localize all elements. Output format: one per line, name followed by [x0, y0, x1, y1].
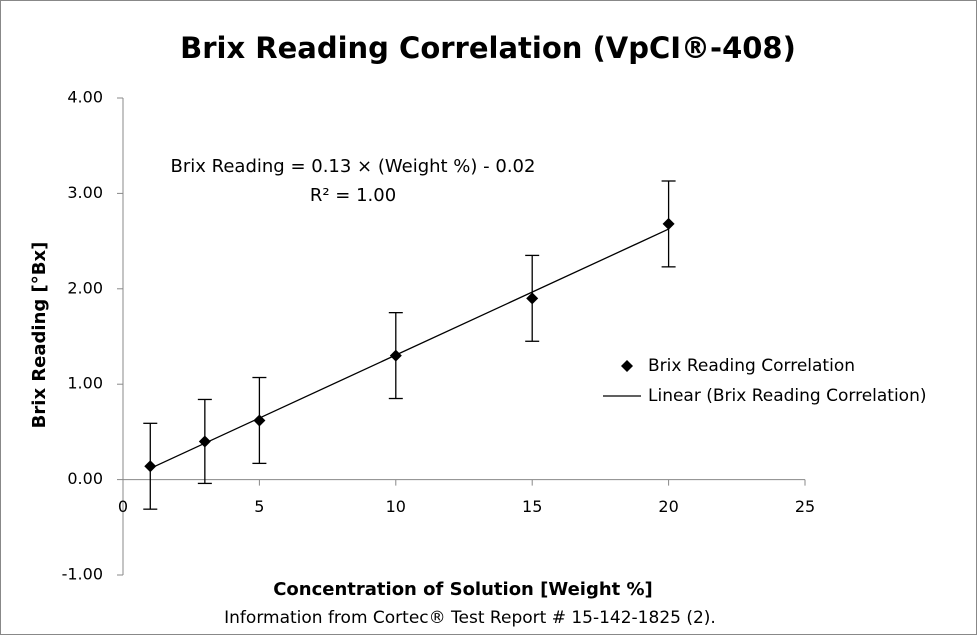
x-axis-title: Concentration of Solution [Weight %] — [273, 579, 653, 600]
point — [389, 349, 402, 362]
chart-title: Brix Reading Correlation (VpCI®-408) — [180, 31, 796, 65]
x-tick-label: 20 — [658, 497, 678, 516]
y-tick-label: -1.00 — [62, 565, 103, 584]
y-tick-label: 0.00 — [67, 469, 103, 488]
y-axis-title: Brix Reading [°Bx] — [29, 242, 50, 429]
legend-marker — [621, 360, 633, 372]
x-tick-label: 15 — [522, 497, 542, 516]
trendline-equation: Brix Reading = 0.13 × (Weight %) - 0.02 — [171, 156, 536, 177]
y-tick-label: 4.00 — [67, 88, 103, 107]
trendline-r-squared: R² = 1.00 — [310, 185, 396, 206]
point — [662, 217, 675, 230]
y-tick-label: 2.00 — [67, 278, 103, 297]
point — [198, 435, 211, 448]
source-note: Information from Cortec® Test Report # 1… — [224, 608, 716, 628]
x-tick-label: 25 — [795, 497, 815, 516]
point — [144, 460, 157, 473]
x-tick-label: 0 — [118, 497, 128, 516]
x-tick-label: 5 — [254, 497, 264, 516]
trendline — [150, 228, 669, 470]
y-tick-label: 1.00 — [67, 374, 103, 393]
legend-label: Linear (Brix Reading Correlation) — [648, 386, 927, 406]
point — [253, 414, 266, 427]
x-tick-label: 10 — [386, 497, 406, 516]
point — [526, 292, 539, 305]
legend-label: Brix Reading Correlation — [648, 356, 855, 376]
y-tick-label: 3.00 — [67, 183, 103, 202]
